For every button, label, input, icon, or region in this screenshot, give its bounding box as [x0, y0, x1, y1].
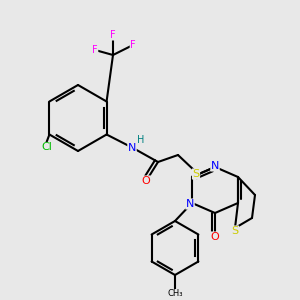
Text: F: F: [110, 30, 116, 40]
Text: Cl: Cl: [41, 142, 52, 152]
Text: O: O: [142, 176, 150, 186]
Text: F: F: [92, 45, 98, 55]
Text: N: N: [128, 143, 136, 153]
Text: CH₃: CH₃: [167, 290, 183, 298]
Text: N: N: [186, 199, 194, 209]
Text: H: H: [137, 135, 145, 145]
Text: S: S: [231, 226, 239, 236]
Text: N: N: [211, 161, 219, 171]
Text: S: S: [192, 169, 200, 179]
Text: O: O: [211, 232, 219, 242]
Text: F: F: [130, 40, 136, 50]
